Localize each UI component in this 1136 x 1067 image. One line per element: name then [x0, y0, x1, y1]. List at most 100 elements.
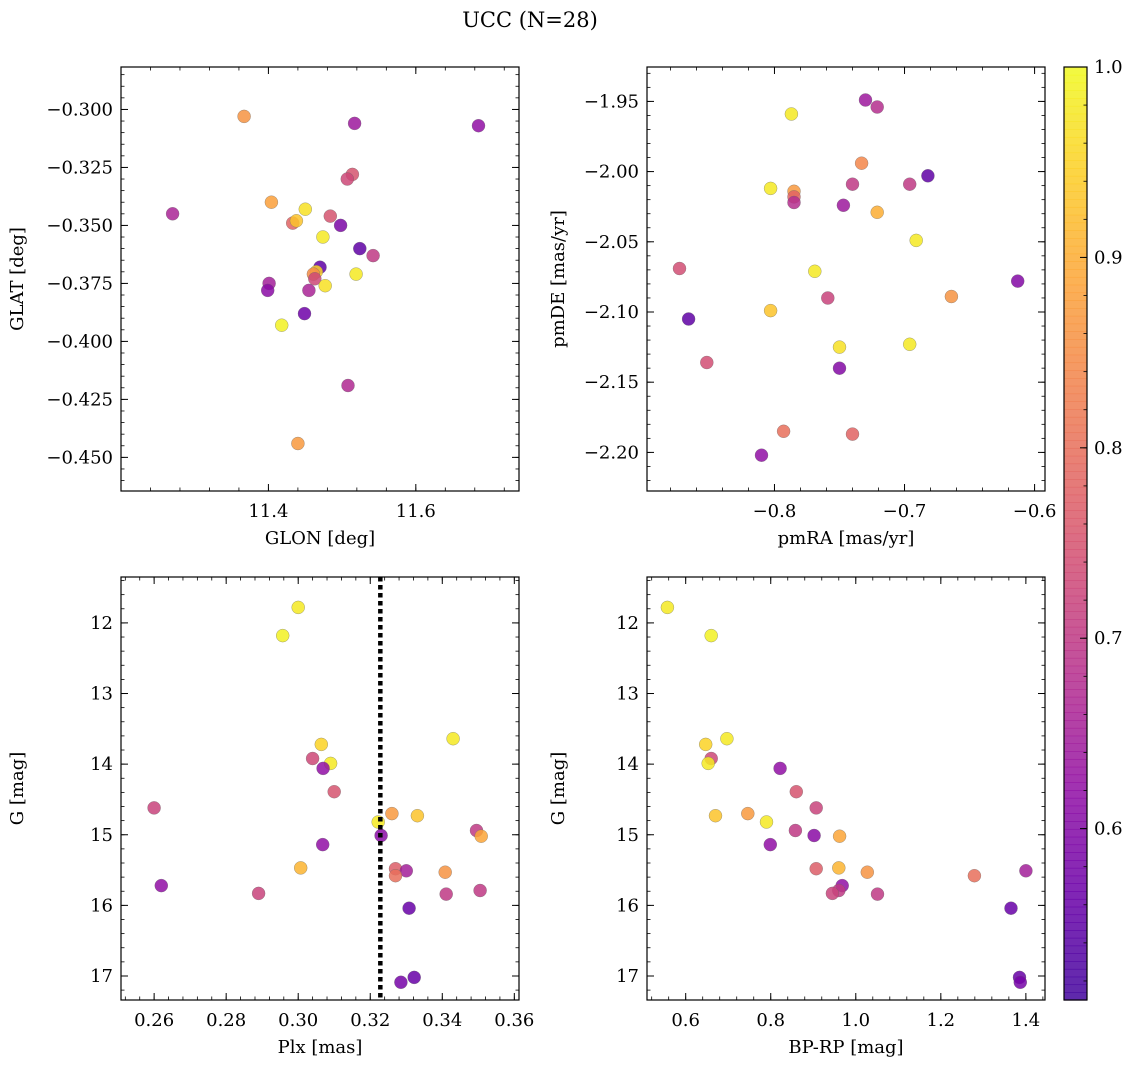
- y-tick-label: 13: [90, 684, 113, 705]
- data-point: [870, 100, 884, 114]
- colorbar-frame: [1063, 66, 1088, 1001]
- data-point: [836, 198, 851, 213]
- data-point: [341, 378, 355, 393]
- data-point: [698, 737, 713, 752]
- x-tick-label: −0.8: [753, 501, 797, 522]
- colorbar-segment: [1064, 813, 1087, 822]
- colorbar-segment: [1064, 144, 1087, 154]
- data-point: [870, 205, 884, 220]
- data-point: [704, 628, 718, 643]
- colorbar-segment: [1064, 766, 1087, 776]
- colorbar-segment: [1064, 175, 1087, 185]
- data-point: [759, 815, 774, 829]
- data-point: [708, 808, 723, 823]
- data-point: [788, 823, 803, 838]
- colorbar-segment: [1064, 136, 1087, 146]
- data-point: [274, 318, 289, 332]
- colorbar-segment: [1064, 292, 1087, 301]
- data-point: [318, 278, 332, 293]
- colorbar-tick-label: 0.6: [1094, 819, 1123, 840]
- colorbar-segment: [1064, 416, 1087, 426]
- data-point: [776, 424, 791, 439]
- data-point: [402, 901, 416, 915]
- colorbar-segment: [1064, 650, 1087, 659]
- colorbar-segment: [1064, 852, 1087, 861]
- x-tick-label: 1.0: [841, 1010, 870, 1031]
- data-point: [308, 272, 322, 286]
- colorbar-segment: [1064, 183, 1087, 193]
- data-point: [784, 107, 799, 121]
- x-tick-label: 0.6: [671, 1010, 700, 1031]
- data-point: [147, 801, 161, 815]
- y-tick-label: −1.95: [584, 91, 639, 112]
- data-point: [1010, 274, 1025, 288]
- panel-bprp-g: 0.6 0.8 1.0 1.2 1.4 12 13 14 15 16 17 BP-RP [mag] G …: [548, 576, 1046, 1058]
- x-tick-label: 0.34: [422, 1010, 462, 1031]
- x-tick-label: −0.7: [883, 501, 927, 522]
- data-point: [741, 806, 755, 821]
- colorbar-segment: [1064, 525, 1087, 535]
- colorbar-tick-label: 1.0: [1094, 57, 1123, 78]
- x-tick-label: 11.6: [396, 501, 436, 522]
- data-point: [902, 337, 917, 352]
- colorbar-segment: [1064, 90, 1087, 99]
- colorbar-segment: [1064, 782, 1087, 791]
- colorbar-segment: [1064, 463, 1087, 472]
- y-tick-label: −2.20: [584, 442, 639, 463]
- colorbar-segment: [1064, 323, 1087, 332]
- data-point: [681, 312, 696, 326]
- colorbar-segment: [1064, 626, 1087, 636]
- colorbar-segment: [1064, 587, 1087, 597]
- data-point: [298, 202, 313, 216]
- colorbar-segment: [1064, 269, 1087, 278]
- x-axis-label: BP-RP [mag]: [788, 1037, 903, 1058]
- colorbar-segment: [1064, 424, 1087, 434]
- data-point: [471, 118, 486, 133]
- colorbar-segment: [1064, 447, 1087, 457]
- colorbar-segment: [1064, 230, 1087, 239]
- y-tick-label: −0.450: [46, 447, 113, 468]
- colorbar-segment: [1064, 968, 1087, 978]
- panel-plx-g: 0.26 0.28 0.30 0.32 0.34 0.36 12 13 14 15 16 17 Plx …: [7, 576, 534, 1058]
- data-point: [291, 600, 305, 615]
- data-point: [302, 283, 316, 298]
- colorbar-segment: [1064, 922, 1087, 931]
- colorbar-segment: [1064, 898, 1087, 908]
- colorbar-segment: [1064, 906, 1087, 916]
- x-axis-label: GLON [deg]: [265, 528, 375, 549]
- data-point: [316, 230, 330, 244]
- y-tick-label: −0.375: [46, 273, 113, 294]
- data-point: [809, 801, 823, 815]
- axes-frame: [120, 576, 520, 1001]
- data-point: [315, 837, 330, 852]
- colorbar-segment: [1064, 790, 1087, 799]
- data-point: [438, 865, 452, 879]
- x-tick-label: −0.6: [1013, 501, 1057, 522]
- colorbar-segment: [1064, 735, 1087, 745]
- data-point: [807, 828, 821, 843]
- y-tick-label: −2.05: [584, 232, 639, 253]
- data-point: [832, 340, 847, 354]
- colorbar-segment: [1064, 533, 1087, 542]
- y-tick-label: 16: [616, 895, 639, 916]
- data-point: [327, 784, 341, 799]
- data-point: [474, 829, 488, 843]
- data-point: [870, 887, 885, 901]
- data-point: [388, 868, 403, 883]
- colorbar-segment: [1064, 821, 1087, 830]
- colorbar-segment: [1064, 758, 1087, 768]
- data-point: [701, 756, 715, 771]
- colorbar-segment: [1064, 245, 1087, 255]
- y-tick-label: −0.400: [46, 331, 113, 352]
- colorbar-segment: [1064, 875, 1087, 884]
- colorbar-segment: [1064, 657, 1087, 667]
- x-tick-label: 11.4: [248, 501, 288, 522]
- colorbar-segment: [1064, 105, 1087, 115]
- colorbar-segment: [1064, 152, 1087, 161]
- colorbar-segment: [1064, 751, 1087, 760]
- colorbar-segment: [1064, 455, 1087, 465]
- colorbar-segment: [1064, 510, 1087, 519]
- colorbar-segment: [1064, 860, 1087, 869]
- colorbar-segment: [1064, 914, 1087, 923]
- colorbar-segment: [1064, 191, 1087, 200]
